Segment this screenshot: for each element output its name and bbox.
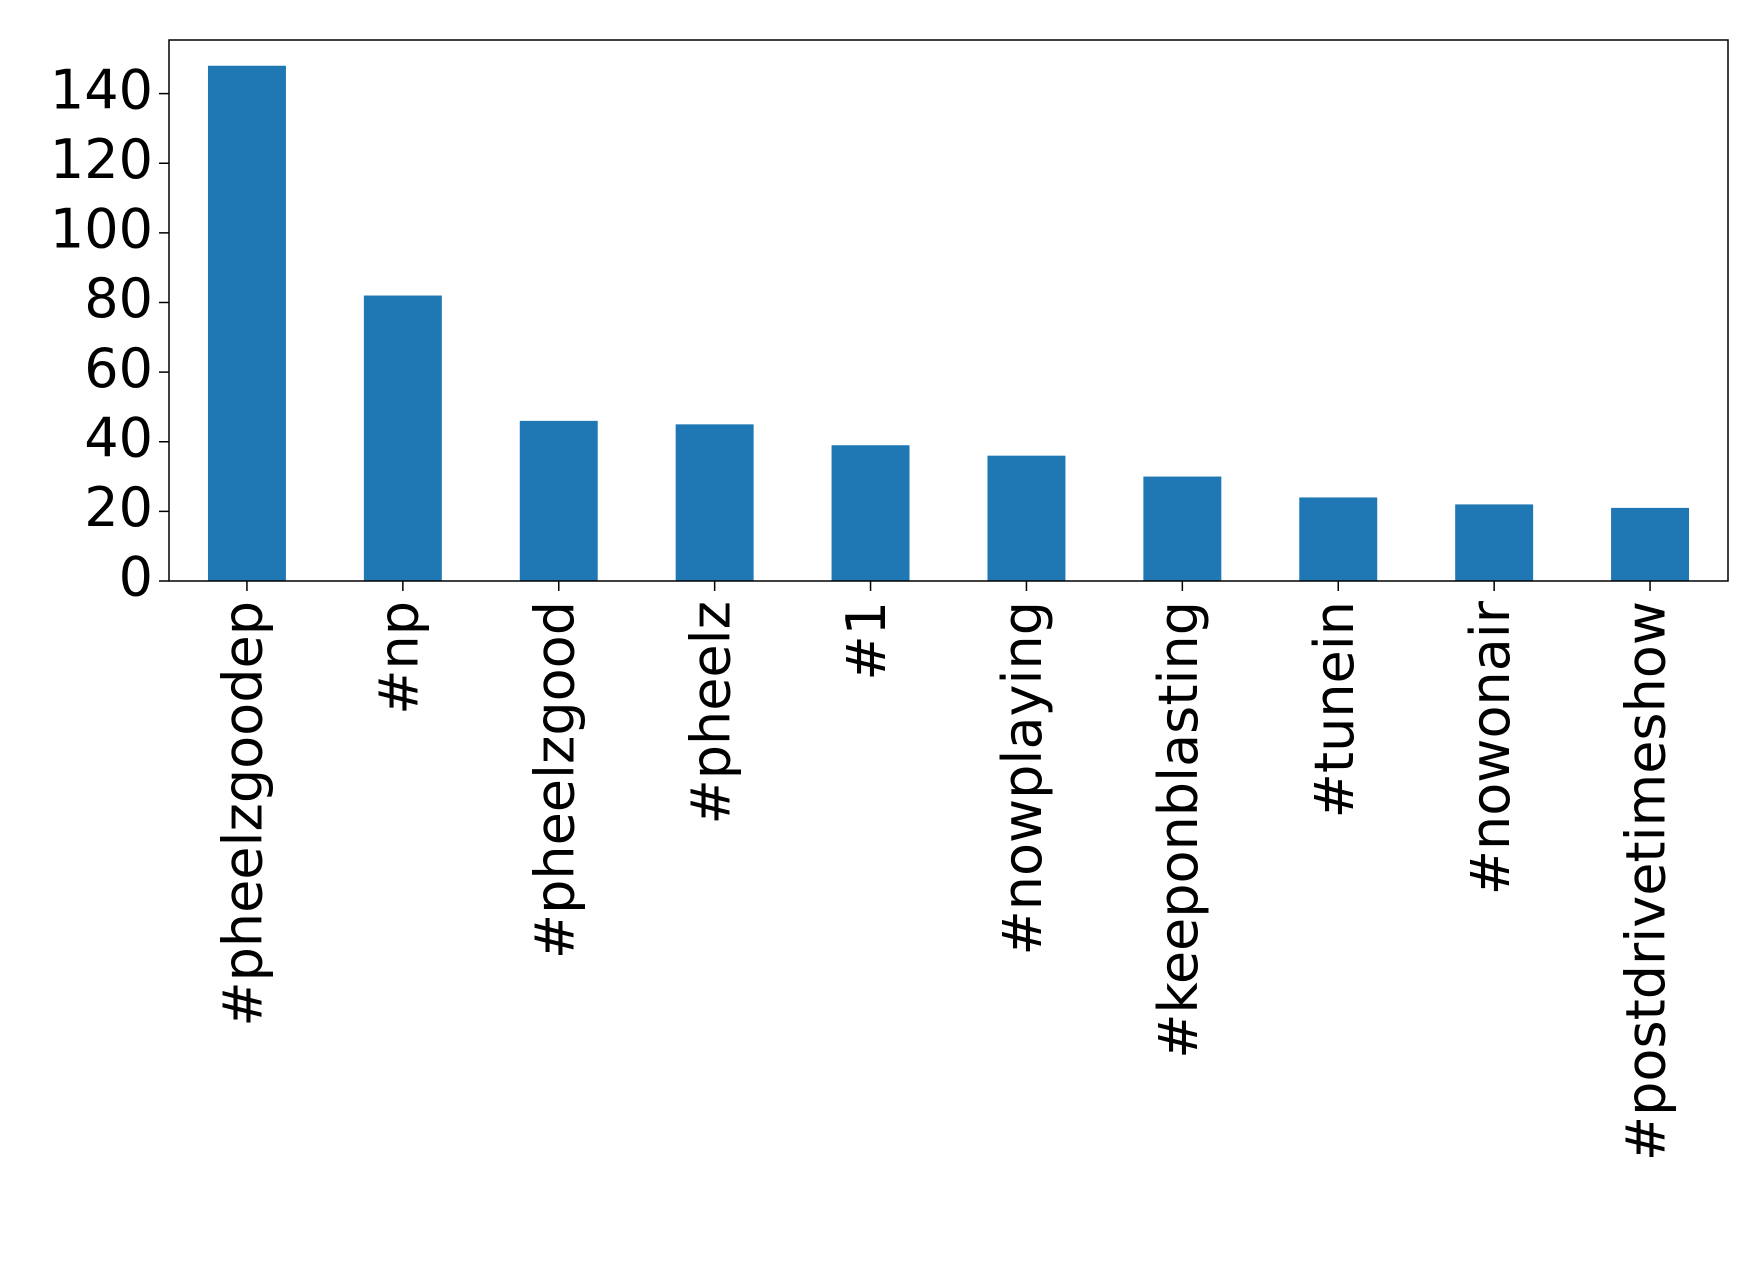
x-tick-label: #postdrivetimeshow xyxy=(1615,601,1678,1161)
bar xyxy=(987,455,1066,581)
x-tick-label: #nowplaying xyxy=(991,601,1054,956)
x-tick-label: #pheelzgoodep xyxy=(212,601,275,1027)
x-tick-label: #pheelz xyxy=(679,601,742,825)
x-tick-label: #nowonair xyxy=(1459,600,1522,895)
plot-frame xyxy=(168,39,1729,582)
x-tick-label: #1 xyxy=(835,601,898,681)
y-tick-label: 0 xyxy=(119,546,153,609)
y-tick-label: 100 xyxy=(50,198,153,261)
y-tick-label: 120 xyxy=(50,128,153,191)
y-tick-label: 20 xyxy=(84,476,153,539)
x-tick-label: #keeponblasting xyxy=(1147,601,1210,1059)
x-tick-label: #pheelzgood xyxy=(523,601,586,959)
bar xyxy=(1143,476,1222,581)
x-tick-label: #np xyxy=(367,601,430,715)
bar xyxy=(1611,507,1690,581)
y-tick-label: 40 xyxy=(84,406,153,469)
x-tick-label: #tunein xyxy=(1303,601,1366,818)
y-tick-label: 60 xyxy=(84,337,153,400)
bar xyxy=(1455,504,1534,581)
y-tick-label: 80 xyxy=(84,267,153,330)
bar xyxy=(1299,497,1378,581)
bar xyxy=(363,295,442,581)
bar xyxy=(831,445,910,581)
y-tick-label: 140 xyxy=(50,58,153,121)
bar xyxy=(207,65,286,581)
bar xyxy=(675,424,754,581)
bar xyxy=(519,420,598,581)
